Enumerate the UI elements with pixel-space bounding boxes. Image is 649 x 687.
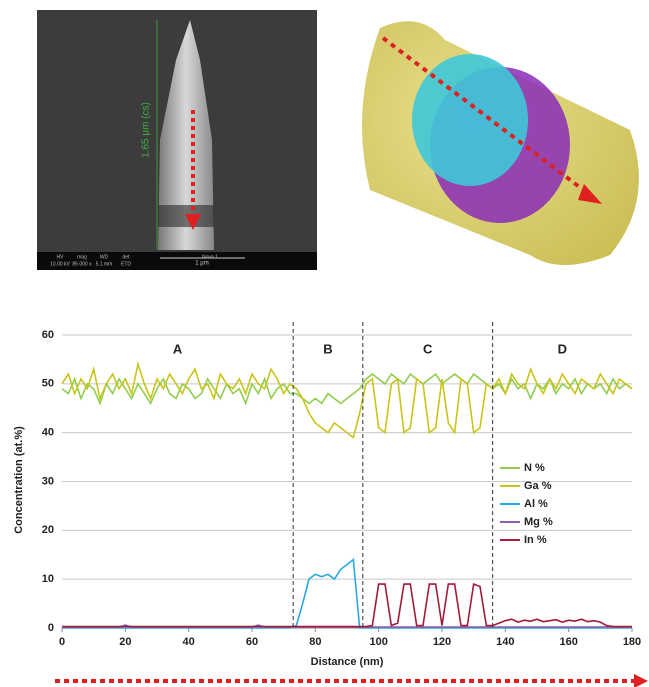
info-bar-text: WD xyxy=(100,254,109,260)
series-line xyxy=(61,361,633,439)
info-bar-text: ETD xyxy=(121,261,131,267)
legend-label: In % xyxy=(524,534,547,546)
y-tick-label: 30 xyxy=(42,475,54,487)
y-tick-label: 40 xyxy=(42,427,54,439)
scale-bar-label: 1 µm xyxy=(195,261,208,267)
legend-label: Ga % xyxy=(524,480,552,492)
info-bar-text: 10.00 kV xyxy=(50,261,70,267)
x-tick-label: 120 xyxy=(433,636,451,648)
region-label: A xyxy=(173,341,183,356)
x-axis-label: Distance (nm) xyxy=(311,656,384,668)
region-label: D xyxy=(558,341,567,356)
x-tick-label: 0 xyxy=(59,636,65,648)
x-tick-label: 20 xyxy=(119,636,131,648)
info-bar-text: 85 000 x xyxy=(72,261,92,267)
x-tick-label: 80 xyxy=(309,636,321,648)
info-bar-text: 5.1 mm xyxy=(96,261,113,267)
series-line xyxy=(62,558,632,629)
x-tick-label: 40 xyxy=(183,636,195,648)
y-tick-label: 20 xyxy=(42,524,54,536)
info-bar-text: mag xyxy=(77,254,87,260)
sem-image: 1.65 µm (cs) 1 µm HV mag WD det 10.00 kV 85 0… xyxy=(37,10,317,270)
region-label: B xyxy=(323,341,332,356)
x-tick-label: 160 xyxy=(559,636,577,648)
legend-label: Al % xyxy=(524,498,548,510)
y-tick-label: 10 xyxy=(42,573,54,585)
y-tick-label: 0 xyxy=(48,622,54,634)
region-label: C xyxy=(423,341,433,356)
apt-reconstruction xyxy=(362,21,639,265)
x-tick-label: 140 xyxy=(496,636,514,648)
legend-label: N % xyxy=(524,462,545,474)
x-tick-label: 180 xyxy=(623,636,641,648)
arrow-head xyxy=(634,674,648,687)
info-bar-text: Nova 1 xyxy=(202,254,218,260)
plot: 0 10 20 30 40 50 60 0 20 40 60 80 100 120 140 160 180 A B C… xyxy=(42,322,641,648)
y-tick-label: 50 xyxy=(42,378,54,390)
y-axis-label: Concentration (at.%) xyxy=(13,426,25,534)
x-tick-label: 60 xyxy=(246,636,258,648)
info-bar-text: det xyxy=(123,254,131,260)
info-bar-text: HV xyxy=(57,254,65,260)
sem-label: 1.65 µm (cs) xyxy=(141,102,152,158)
legend-label: Mg % xyxy=(524,516,553,528)
series-line xyxy=(61,372,633,406)
x-tick-label: 100 xyxy=(369,636,387,648)
series-line xyxy=(62,582,632,628)
y-tick-label: 60 xyxy=(42,329,54,341)
